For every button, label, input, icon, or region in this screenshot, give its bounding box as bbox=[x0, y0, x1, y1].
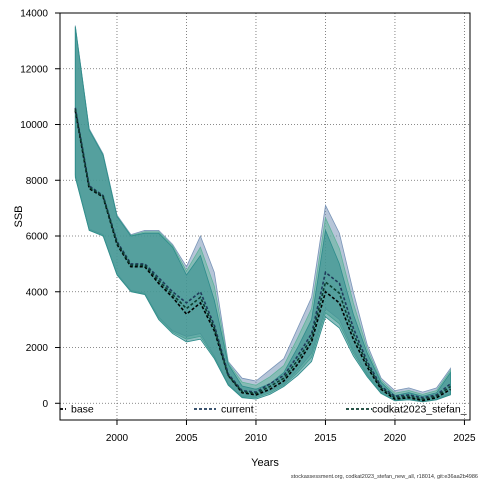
legend-label: base bbox=[71, 404, 94, 416]
x-tick-label: 2005 bbox=[175, 433, 198, 444]
confidence-bands bbox=[74, 25, 451, 403]
x-tick-label: 2020 bbox=[384, 433, 407, 444]
y-axis-ticks: 0 2000 4000 6000 8000 10000 12000 14000 bbox=[20, 9, 60, 410]
y-tick-label: 0 bbox=[42, 399, 48, 410]
legend-label: codkat2023_stefan_ bbox=[372, 404, 467, 416]
plot-frame bbox=[59, 12, 471, 421]
y-tick-label: 6000 bbox=[26, 232, 49, 243]
y-axis-title: SSB bbox=[13, 205, 25, 227]
legend-item-codkat2023_stefan_: codkat2023_stefan_ bbox=[346, 404, 467, 416]
x-tick-label: 2015 bbox=[314, 433, 337, 444]
legend: base current codkat2023_stefan_ bbox=[60, 404, 467, 416]
footer-credit: stockassessment.org, codkat2023_stefan_n… bbox=[291, 474, 478, 480]
y-tick-label: 12000 bbox=[20, 64, 48, 75]
grid-lines bbox=[60, 12, 470, 420]
x-axis-title: Years bbox=[251, 457, 279, 469]
band-codkat2023_stefan_ bbox=[74, 26, 451, 402]
legend-label: current bbox=[221, 404, 254, 416]
band-current bbox=[74, 25, 451, 401]
band-base bbox=[74, 26, 451, 403]
y-tick-label: 10000 bbox=[20, 120, 48, 131]
series-line-base bbox=[74, 110, 451, 402]
x-tick-label: 2025 bbox=[453, 433, 476, 444]
series-line-current bbox=[74, 107, 451, 399]
legend-item-base: base bbox=[60, 404, 94, 416]
x-axis-ticks: 2000 2005 2010 2015 2020 2025 bbox=[106, 420, 476, 444]
y-tick-label: 14000 bbox=[20, 9, 48, 20]
y-tick-label: 2000 bbox=[26, 343, 49, 354]
x-tick-label: 2010 bbox=[245, 433, 268, 444]
legend-item-current: current bbox=[194, 404, 254, 416]
series-line-codkat2023_stefan_ bbox=[74, 109, 451, 400]
y-tick-label: 8000 bbox=[26, 176, 49, 187]
y-tick-label: 4000 bbox=[26, 287, 49, 298]
series-lines bbox=[74, 107, 451, 402]
x-tick-label: 2000 bbox=[106, 433, 129, 444]
